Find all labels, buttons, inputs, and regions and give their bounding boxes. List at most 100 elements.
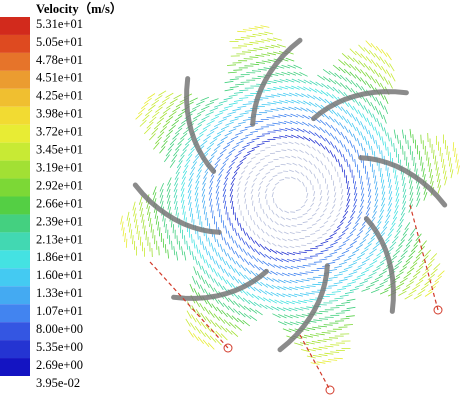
velocity-vector [172, 132, 180, 140]
velocity-vector [276, 143, 282, 145]
velocity-vector [261, 140, 270, 143]
velocity-vector [433, 263, 441, 270]
velocity-vector [233, 91, 243, 94]
velocity-vector [298, 251, 307, 253]
velocity-vector [217, 272, 223, 281]
velocity-vector [255, 152, 261, 156]
velocity-vector [234, 115, 244, 119]
velocity-vector [157, 131, 165, 139]
velocity-vector [229, 118, 239, 122]
velocity-vector [333, 357, 343, 360]
velocity-vector [264, 110, 273, 112]
velocity-vector [394, 199, 400, 208]
velocity-vector [322, 232, 327, 236]
velocity-vector [250, 188, 254, 194]
velocity-vector [276, 107, 285, 111]
velocity-vector [257, 192, 260, 198]
velocity-vector [372, 243, 380, 250]
velocity-vector [251, 70, 262, 72]
velocity-vector [202, 124, 211, 130]
velocity-vector [362, 113, 367, 122]
velocity-vector [286, 300, 295, 305]
velocity-vector [366, 201, 372, 209]
velocity-vector [381, 150, 383, 160]
velocity-vector [223, 144, 231, 150]
velocity-vector [292, 162, 298, 166]
velocity-vector [240, 264, 246, 272]
colorbar-label: 2.13e+01 [36, 232, 83, 246]
colorbar-band [0, 124, 30, 143]
colorbar-label: 2.39e+01 [36, 214, 83, 228]
velocity-vector [296, 113, 304, 119]
velocity-vector [248, 27, 258, 30]
velocity-vector [175, 251, 179, 261]
velocity-vector [272, 313, 281, 318]
velocity-vector [278, 114, 287, 118]
velocity-vector [367, 183, 371, 192]
velocity-vector [222, 220, 225, 229]
velocity-vector [327, 215, 332, 220]
velocity-vector [330, 223, 335, 228]
velocity-vector [259, 158, 265, 161]
velocity-vector [409, 128, 412, 138]
velocity-vector [381, 179, 385, 189]
velocity-vector [402, 183, 406, 193]
velocity-vector [214, 112, 224, 117]
velocity-vector [243, 165, 249, 170]
velocity-vector [311, 340, 321, 344]
velocity-vector [319, 142, 326, 150]
velocity-vector [122, 227, 125, 237]
velocity-vector [297, 300, 307, 304]
velocity-vector [209, 263, 214, 273]
velocity-vector [368, 109, 373, 118]
velocity-vector [275, 257, 283, 262]
velocity-vector [420, 240, 427, 248]
velocity-vector [339, 201, 343, 206]
velocity-vector [167, 143, 175, 151]
velocity-vector [261, 60, 271, 63]
velocity-vector [319, 311, 329, 313]
velocity-vector [341, 53, 350, 60]
colorbar-label: 4.51e+01 [36, 71, 83, 85]
velocity-vector [320, 90, 329, 97]
velocity-vector [316, 218, 321, 222]
velocity-vector [220, 232, 224, 241]
velocity-vector [233, 124, 242, 129]
velocity-vector [255, 128, 264, 130]
velocity-vector [398, 290, 407, 296]
velocity-vector [394, 230, 401, 238]
velocity-vector [281, 71, 291, 76]
velocity-vector [360, 142, 364, 151]
velocity-vector [223, 105, 233, 109]
velocity-vector [348, 271, 358, 276]
velocity-vector [215, 191, 219, 200]
velocity-vector [267, 102, 277, 105]
velocity-vector [324, 164, 327, 170]
velocity-vector [266, 240, 271, 245]
velocity-vector [311, 223, 317, 226]
velocity-vector [379, 101, 385, 110]
velocity-vector [306, 285, 316, 287]
velocity-vector [233, 300, 240, 308]
velocity-vector [353, 181, 356, 190]
velocity-vector [273, 101, 283, 104]
velocity-vector [320, 240, 329, 245]
velocity-vector [427, 273, 435, 281]
velocity-vector [314, 132, 321, 139]
velocity-vector [199, 329, 206, 337]
reference-arrow-head [223, 343, 233, 353]
velocity-vector [338, 59, 346, 66]
velocity-vector [239, 254, 245, 262]
velocity-vector [408, 233, 415, 242]
velocity-vector [402, 227, 409, 236]
velocity-vector [337, 288, 347, 291]
velocity-vector [199, 215, 201, 225]
velocity-vector [339, 74, 347, 82]
velocity-vector [272, 51, 282, 55]
velocity-vector [384, 214, 391, 224]
velocity-vector [395, 245, 403, 252]
velocity-vector [384, 105, 389, 115]
velocity-vector [360, 175, 362, 184]
velocity-vector [306, 192, 309, 198]
velocity-vector [323, 220, 329, 225]
